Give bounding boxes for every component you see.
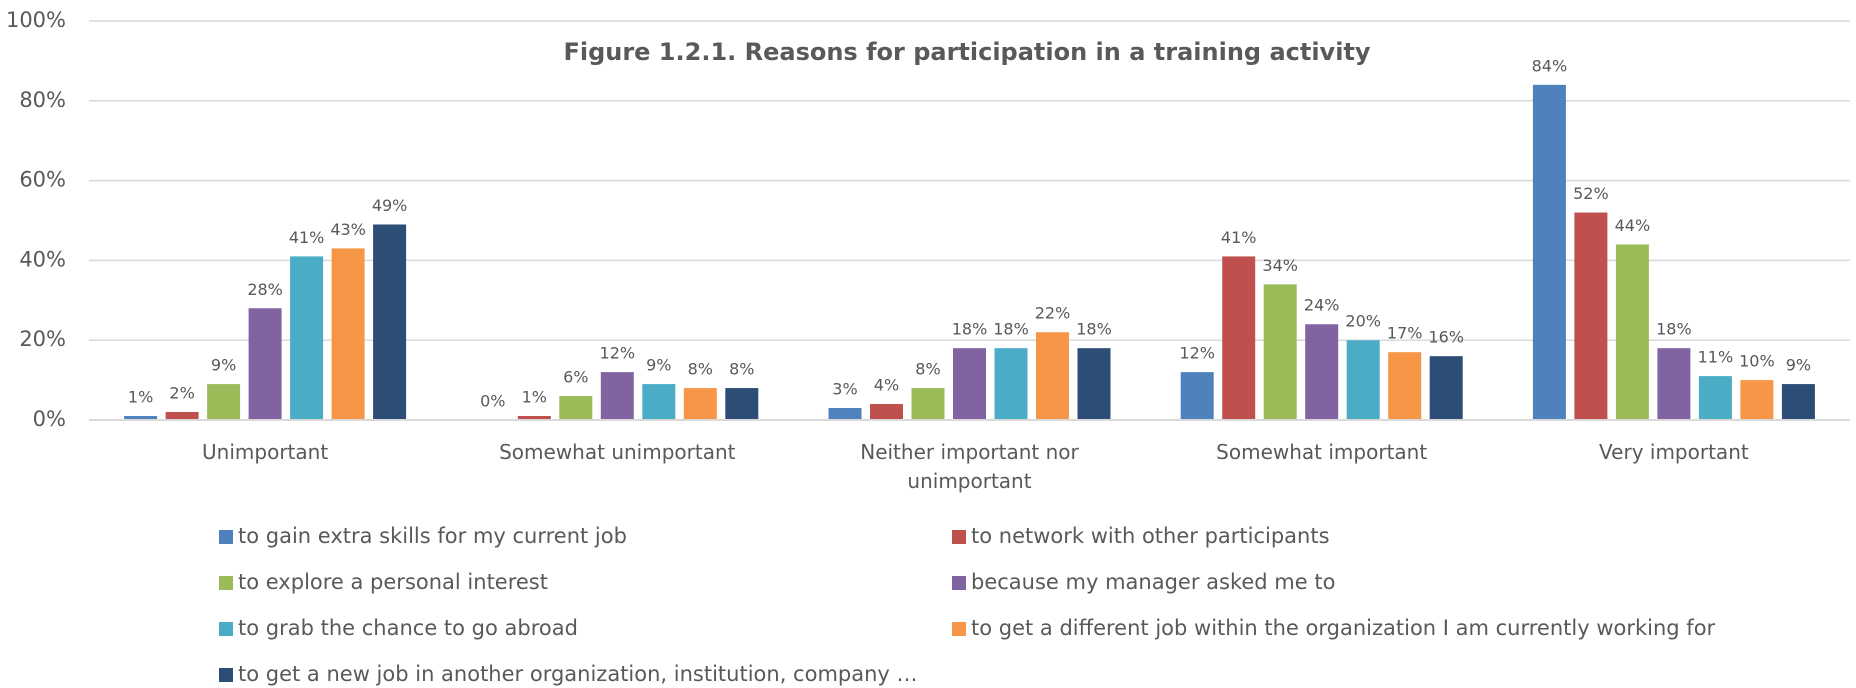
bar (373, 224, 407, 420)
bar (1180, 372, 1214, 420)
data-label: 22% (1035, 304, 1071, 323)
data-label: 8% (915, 360, 940, 379)
data-label: 10% (1739, 352, 1775, 371)
bar (1388, 352, 1422, 420)
data-label: 34% (1262, 256, 1298, 275)
y-tick-label: 100% (6, 8, 66, 32)
bar (1036, 332, 1069, 420)
legend-swatch (219, 668, 233, 682)
bar (207, 384, 241, 420)
data-label: 52% (1573, 184, 1609, 203)
data-label: 12% (1179, 344, 1215, 363)
legend-label: to get a different job within the organi… (971, 616, 1716, 640)
data-label: 43% (330, 220, 366, 239)
data-label: 44% (1615, 216, 1651, 235)
data-label: 16% (1428, 328, 1464, 347)
data-label: 24% (1304, 296, 1340, 315)
bar (828, 408, 862, 420)
bar (953, 348, 986, 420)
data-label: 9% (1786, 356, 1811, 375)
data-label: 28% (247, 280, 283, 299)
legend-swatch (219, 530, 233, 544)
bar (683, 388, 717, 420)
data-label: 18% (1076, 320, 1112, 339)
data-label: 6% (563, 368, 588, 387)
x-tick-label: Somewhat unimportant (499, 440, 736, 464)
legend-label: to grab the chance to go abroad (238, 616, 578, 640)
bar (1615, 244, 1649, 420)
data-label: 18% (1656, 320, 1692, 339)
bar (642, 384, 676, 420)
data-label: 0% (480, 392, 505, 411)
chart-title: Figure 1.2.1. Reasons for participation … (563, 38, 1370, 66)
data-label: 1% (522, 388, 547, 407)
y-tick-label: 20% (19, 327, 66, 351)
data-label: 8% (688, 360, 713, 379)
legend-swatch (219, 622, 233, 636)
data-label: 12% (600, 344, 636, 363)
data-label: 41% (1221, 228, 1257, 247)
data-label: 20% (1345, 312, 1381, 331)
legend-swatch (219, 576, 233, 590)
data-label: 84% (1532, 56, 1568, 75)
bar (559, 396, 593, 420)
data-label: 11% (1698, 348, 1734, 367)
bar (1222, 256, 1256, 420)
y-tick-label: 0% (33, 407, 66, 431)
bar (600, 372, 634, 420)
data-label: 1% (128, 388, 153, 407)
legend-swatch (952, 622, 966, 636)
data-label: 18% (952, 320, 988, 339)
x-tick-label: Somewhat important (1216, 440, 1428, 464)
bar (248, 308, 282, 420)
data-label: 18% (993, 320, 1029, 339)
y-tick-label: 80% (19, 88, 66, 112)
bar (1305, 324, 1339, 420)
bar (1532, 84, 1566, 420)
legend-swatch (952, 576, 966, 590)
data-label: 9% (211, 356, 236, 375)
x-tick-label: Very important (1599, 440, 1749, 464)
bar (1346, 340, 1380, 420)
legend-label: to explore a personal interest (238, 570, 548, 594)
bar (290, 256, 324, 420)
data-label: 3% (832, 380, 857, 399)
x-tick-label: Unimportant (202, 440, 329, 464)
bar (994, 348, 1028, 420)
legend-label: to get a new job in another organization… (238, 662, 918, 686)
bar (165, 412, 199, 420)
bar (870, 404, 903, 420)
legend-swatch (952, 530, 966, 544)
data-label: 41% (289, 228, 325, 247)
data-label: 17% (1387, 324, 1423, 343)
data-label: 8% (729, 360, 754, 379)
legend-label: to network with other participants (971, 524, 1330, 548)
bar (1429, 356, 1463, 420)
bar (1574, 212, 1608, 420)
bar (1263, 284, 1297, 420)
legend-label: to gain extra skills for my current job (238, 524, 627, 548)
bar (1740, 380, 1774, 420)
y-tick-label: 60% (19, 168, 66, 192)
data-label: 9% (646, 356, 671, 375)
bar (1781, 384, 1815, 420)
data-label: 4% (874, 376, 899, 395)
data-label: 49% (372, 196, 408, 215)
bar (124, 416, 158, 420)
y-tick-label: 40% (19, 247, 66, 271)
bar (331, 248, 365, 420)
bar (517, 416, 551, 420)
bar (911, 388, 945, 420)
data-label: 2% (169, 384, 194, 403)
bar (1657, 348, 1691, 420)
bar (725, 388, 759, 420)
bar (1698, 376, 1732, 420)
legend-label: because my manager asked me to (971, 570, 1335, 594)
bar (1077, 348, 1111, 420)
x-tick-label: Neither important nor unimportant (860, 440, 1079, 493)
